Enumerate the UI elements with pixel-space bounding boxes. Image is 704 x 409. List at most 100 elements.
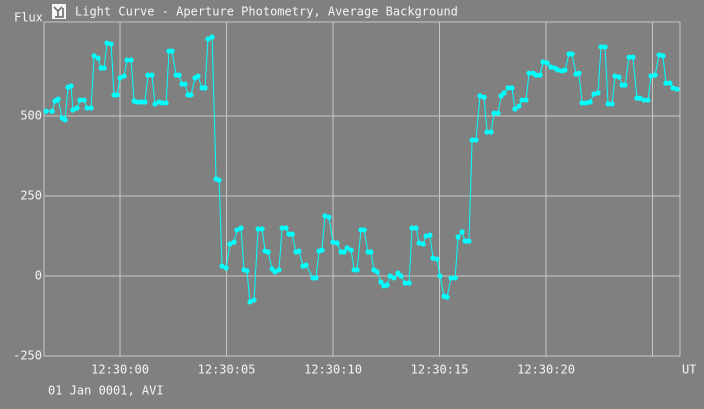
data-point xyxy=(526,70,532,76)
data-point xyxy=(182,81,188,87)
data-point xyxy=(101,65,107,71)
data-point xyxy=(205,36,211,42)
data-point xyxy=(413,225,419,231)
data-point xyxy=(409,225,415,231)
data-point xyxy=(387,273,393,279)
data-point xyxy=(484,129,490,135)
data-point xyxy=(145,72,151,78)
data-point xyxy=(626,54,632,60)
y-tick-label: 250 xyxy=(20,189,42,203)
chart-title: Light Curve - Aperture Photometry, Avera… xyxy=(75,5,458,19)
data-point xyxy=(674,86,680,92)
data-point xyxy=(495,110,501,116)
data-point xyxy=(43,108,49,114)
data-point xyxy=(660,53,666,59)
data-point xyxy=(602,44,608,50)
data-point xyxy=(259,226,265,232)
data-point xyxy=(533,72,539,78)
data-point xyxy=(272,269,278,275)
data-point xyxy=(163,100,169,106)
data-point xyxy=(481,94,487,100)
data-point xyxy=(374,269,380,275)
x-tick-label: 12:30:20 xyxy=(517,363,575,377)
data-point xyxy=(652,72,658,78)
data-point xyxy=(579,100,585,106)
data-point xyxy=(462,238,468,244)
data-point xyxy=(430,255,436,261)
data-point xyxy=(319,247,325,253)
data-point xyxy=(670,85,676,91)
data-point xyxy=(420,241,426,247)
data-point xyxy=(354,267,360,273)
data-point xyxy=(231,239,237,245)
data-point xyxy=(283,225,289,231)
data-point xyxy=(605,101,611,107)
x-tick-label: 12:30:10 xyxy=(304,363,362,377)
data-point xyxy=(537,72,543,78)
data-point xyxy=(279,225,285,231)
data-point xyxy=(265,249,271,255)
data-point xyxy=(70,107,76,113)
data-point xyxy=(142,99,148,105)
data-point xyxy=(663,80,669,86)
data-point xyxy=(437,273,443,279)
y-tick-label: 500 xyxy=(20,109,42,123)
data-point xyxy=(91,53,97,59)
data-point xyxy=(289,231,295,237)
data-point xyxy=(562,67,568,73)
data-point xyxy=(648,73,654,79)
data-point xyxy=(74,105,80,111)
data-point xyxy=(104,40,110,46)
data-point xyxy=(523,97,529,103)
data-point xyxy=(195,73,201,79)
data-point xyxy=(313,275,319,281)
data-point xyxy=(176,72,182,78)
x-tick-label: 12:30:00 xyxy=(91,363,149,377)
data-point xyxy=(434,256,440,262)
data-point xyxy=(124,57,130,63)
data-point xyxy=(326,214,332,220)
data-point xyxy=(595,90,601,96)
data-point xyxy=(505,85,511,91)
data-point xyxy=(149,72,155,78)
data-point xyxy=(622,82,628,88)
data-point xyxy=(501,90,507,96)
data-point xyxy=(427,232,433,238)
data-point xyxy=(95,55,101,61)
data-point xyxy=(88,105,94,111)
data-point xyxy=(234,227,240,233)
x-axis-label: UT xyxy=(682,363,696,377)
data-point xyxy=(544,60,550,66)
window-icon xyxy=(52,4,66,19)
data-point xyxy=(209,34,215,40)
data-point xyxy=(444,294,450,300)
data-point xyxy=(244,268,250,274)
footer: 01 Jan 0001, AVI xyxy=(48,384,164,398)
data-point xyxy=(108,41,114,47)
data-point xyxy=(81,97,87,103)
data-point xyxy=(247,299,253,305)
data-point xyxy=(488,129,494,135)
data-point xyxy=(667,80,673,86)
data-point xyxy=(591,91,597,97)
data-point xyxy=(255,226,261,232)
data-point xyxy=(138,99,144,105)
data-point xyxy=(152,101,158,107)
data-point xyxy=(512,106,518,112)
data-point xyxy=(548,64,554,70)
data-point xyxy=(630,54,636,60)
data-point xyxy=(62,117,68,123)
data-point xyxy=(344,245,350,251)
data-point xyxy=(188,92,194,98)
data-point xyxy=(330,239,336,245)
data-point xyxy=(569,51,575,57)
data-point xyxy=(55,96,61,102)
x-tick-label: 12:30:15 xyxy=(411,363,469,377)
x-tick-label: 12:30:05 xyxy=(198,363,256,377)
data-point xyxy=(516,103,522,109)
data-point xyxy=(576,70,582,76)
data-point xyxy=(473,137,479,143)
data-point xyxy=(645,97,651,103)
data-point xyxy=(459,229,465,235)
data-point xyxy=(555,67,561,73)
